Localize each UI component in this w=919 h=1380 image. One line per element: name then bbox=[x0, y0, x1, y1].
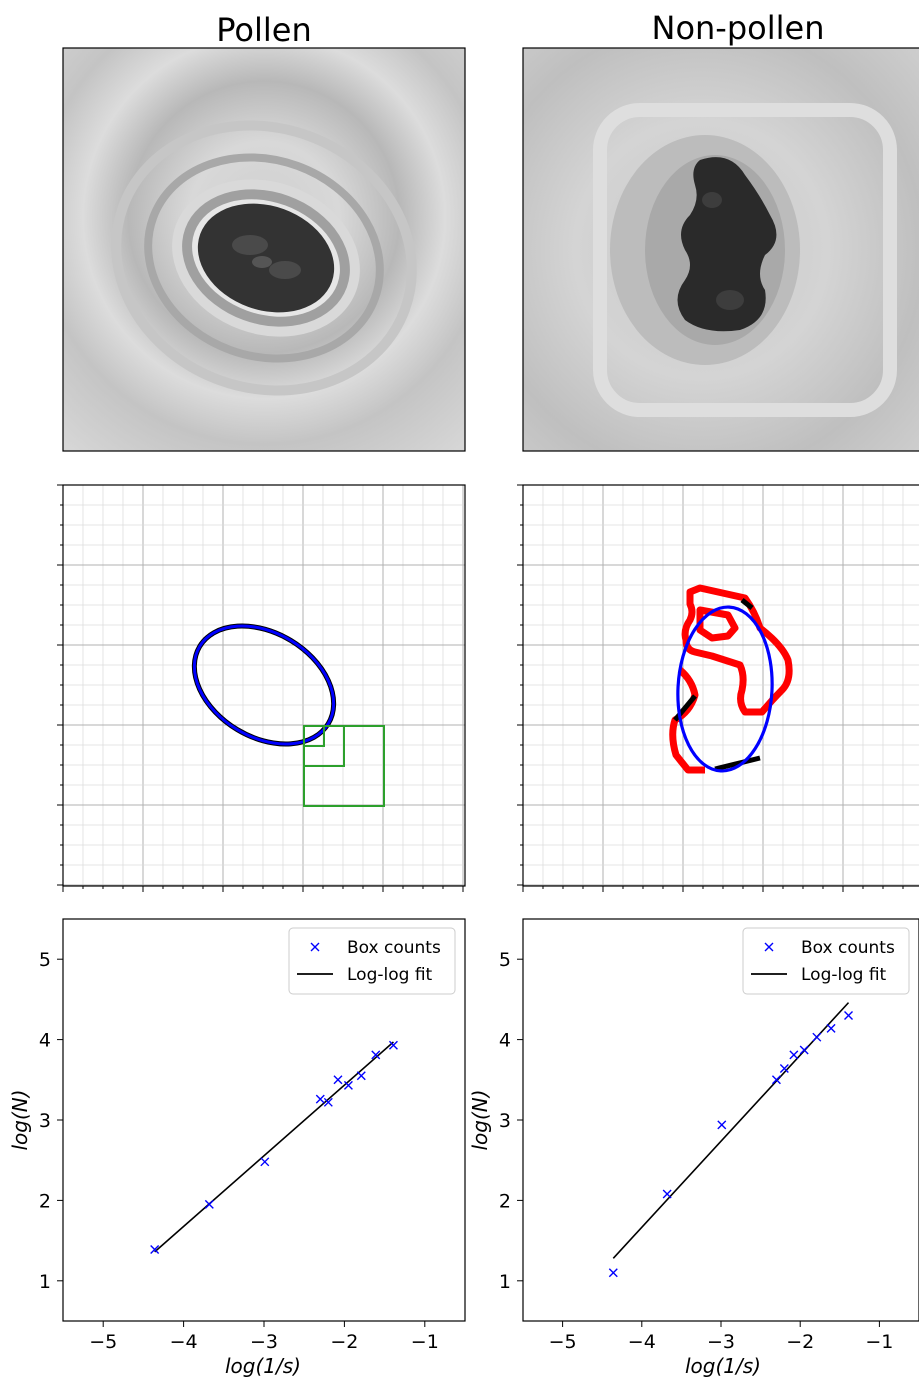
y-tick-label: 2 bbox=[39, 1190, 51, 1212]
legend-label-box-counts: Box counts bbox=[801, 938, 895, 958]
x-tick-label: −2 bbox=[786, 1331, 814, 1353]
x-axis-label: log(1/s) bbox=[225, 1354, 301, 1378]
loglog-plot-pollen: −5 −4 −3 −2 −1 1 2 3 4 5 log(1/s) log(N) Box counts L… bbox=[8, 919, 465, 1378]
x-tick-label: −2 bbox=[330, 1331, 358, 1353]
x-tick-label: −1 bbox=[865, 1331, 893, 1353]
x-tick-label: −5 bbox=[89, 1331, 117, 1353]
x-tick-label: −4 bbox=[628, 1331, 656, 1353]
pollen-contour-panel bbox=[57, 485, 465, 892]
legend-label-fit: Log-log fit bbox=[801, 965, 887, 985]
non-pollen-image bbox=[523, 48, 919, 451]
y-tick-label: 5 bbox=[39, 949, 51, 971]
x-tick-label: −4 bbox=[170, 1331, 198, 1353]
pollen-image bbox=[63, 48, 465, 451]
y-tick-label: 3 bbox=[499, 1110, 511, 1132]
column-title-pollen: Pollen bbox=[216, 11, 311, 49]
legend-label-box-counts: Box counts bbox=[347, 938, 441, 958]
x-tick-label: −3 bbox=[707, 1331, 735, 1353]
y-tick-label: 4 bbox=[499, 1030, 511, 1052]
y-tick-label: 5 bbox=[499, 949, 511, 971]
y-tick-label: 4 bbox=[39, 1030, 51, 1052]
y-tick-label: 2 bbox=[499, 1190, 511, 1212]
loglog-plot-non-pollen: −5 −4 −3 −2 −1 1 2 3 4 5 log(1/s) log(N) Box counts L… bbox=[468, 919, 919, 1378]
legend-label-fit: Log-log fit bbox=[347, 965, 433, 985]
column-title-non-pollen: Non-pollen bbox=[652, 9, 825, 47]
y-tick-label: 1 bbox=[499, 1271, 511, 1293]
x-tick-label: −3 bbox=[250, 1331, 278, 1353]
fitted-ellipse bbox=[674, 605, 776, 774]
y-axis-label: log(N) bbox=[8, 1089, 32, 1150]
y-axis-label: log(N) bbox=[468, 1089, 492, 1150]
x-tick-label: −1 bbox=[411, 1331, 439, 1353]
x-tick-label: −5 bbox=[549, 1331, 577, 1353]
object-contour bbox=[685, 588, 789, 712]
y-tick-label: 3 bbox=[39, 1110, 51, 1132]
y-tick-label: 1 bbox=[39, 1271, 51, 1293]
x-axis-label: log(1/s) bbox=[685, 1354, 761, 1378]
non-pollen-contour-panel bbox=[517, 485, 919, 892]
